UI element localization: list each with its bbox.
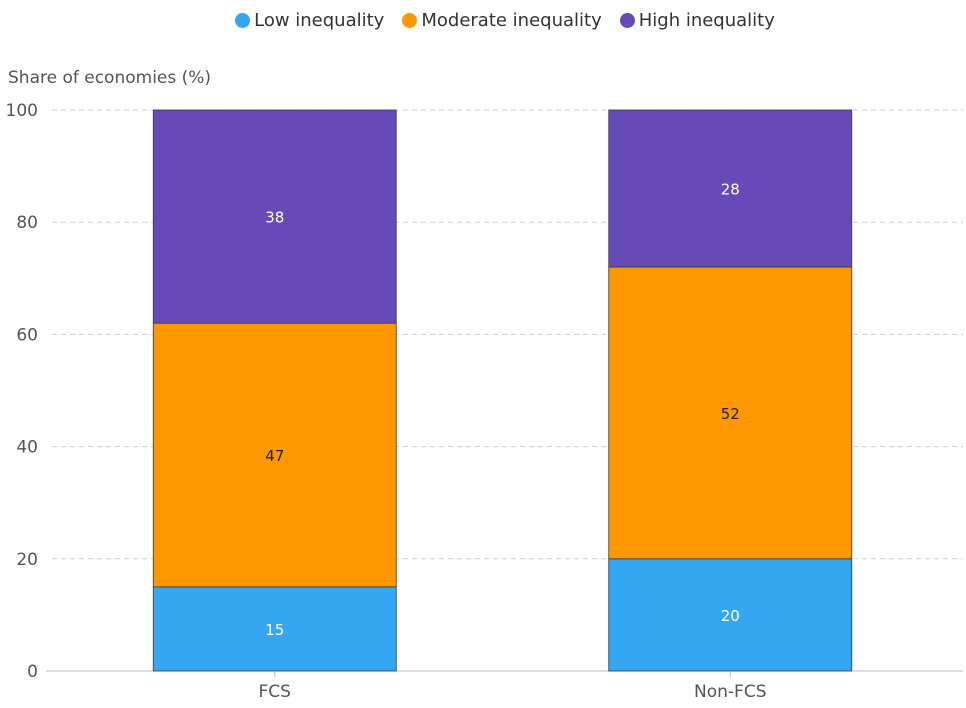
legend-high-marker-icon (619, 13, 635, 28)
legend-moderate-marker-icon (402, 13, 418, 28)
x-category-label-non-fcs: Non-FCS (694, 682, 766, 702)
legend-high-label: High inequality (638, 10, 775, 31)
legend-item-low[interactable]: Low inequality (235, 10, 384, 31)
x-category-label-fcs: FCS (259, 682, 291, 702)
bar-fcs-high-value-label: 38 (265, 209, 284, 227)
y-tick-label-100: 100 (6, 101, 38, 121)
bar-fcs-moderate-value-label: 47 (265, 447, 284, 465)
bar-non-fcs-moderate[interactable] (608, 266, 853, 560)
legend-item-moderate[interactable]: Moderate inequality (402, 10, 602, 31)
y-tick-label-40: 40 (16, 438, 38, 458)
y-tick-label-80: 80 (16, 213, 38, 233)
bar-non-fcs-moderate-value-label: 52 (721, 405, 740, 423)
bar-fcs-moderate[interactable] (152, 322, 397, 588)
bar-fcs-low[interactable] (152, 586, 397, 672)
y-axis-title: Share of economies (%) (8, 68, 212, 88)
y-tick-label-0: 0 (27, 662, 38, 682)
legend-low-label: Low inequality (254, 10, 385, 31)
bar-non-fcs-high[interactable] (608, 109, 853, 268)
bar-non-fcs-low-value-label: 20 (721, 607, 740, 625)
y-tick-label-60: 60 (16, 325, 38, 345)
y-tick-label-20: 20 (16, 550, 38, 570)
legend-moderate-label: Moderate inequality (421, 10, 602, 31)
bar-fcs-high[interactable] (152, 109, 397, 324)
legend-item-high[interactable]: High inequality (619, 10, 775, 31)
bar-non-fcs-high-value-label: 28 (721, 181, 740, 199)
bar-non-fcs-low[interactable] (608, 558, 853, 672)
legend: Low inequality Moderate inequality High … (0, 10, 966, 31)
bar-fcs-low-value-label: 15 (265, 621, 284, 639)
legend-low-marker-icon (235, 13, 251, 28)
